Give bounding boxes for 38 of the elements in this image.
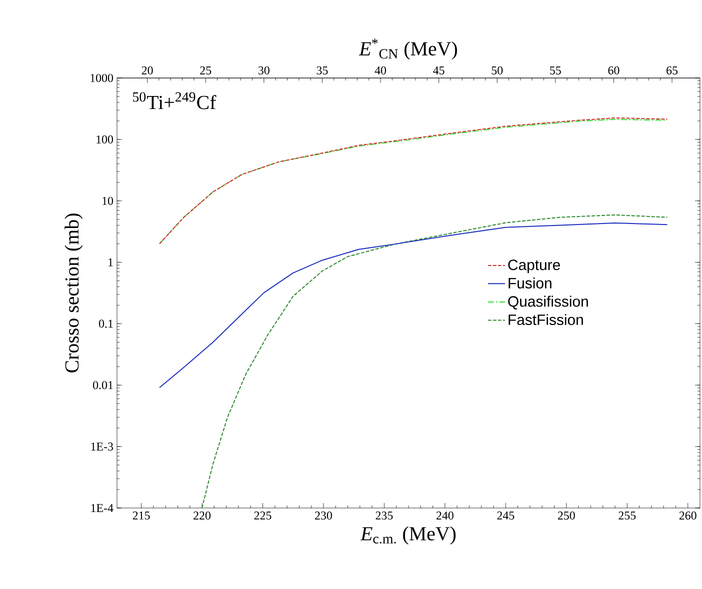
legend-label: Quasifission [508,296,588,310]
x2-tick-label: 20 [142,66,153,74]
x-axis-title: E$_{c.m.}$ (MeV) [360,526,456,544]
x-tick-label: 225 [254,512,272,520]
y-tick-label: 1 [108,258,113,266]
x2-tick-label: 65 [666,66,678,74]
line-series [159,222,668,388]
legend-label: FastFission [508,314,583,326]
line-series [202,214,668,508]
y-tick-label: 0.01 [93,381,113,390]
y-tick-label: 10 [102,196,114,205]
y-axis-title: Crosso section (mb) [64,214,83,372]
x2-tick-label: 45 [433,66,444,74]
x-tick-label: 235 [376,512,393,520]
x-tick-label: 260 [679,512,696,520]
x-tick-label: 220 [194,512,211,520]
x2-tick-label: 50 [492,66,503,74]
y-tick-label: 1000 [90,74,114,82]
legend-label: Fusion [508,277,552,288]
y-tick-label: 0.1 [98,320,113,328]
y-tick-label: 100 [96,135,114,144]
x-tick-label: 240 [436,512,454,520]
legend-label: Capture [508,260,560,274]
annotation: $^{50}$Ti+$^{249}$Cf [132,92,216,110]
x2-tick-label: 60 [608,66,620,74]
x-tick-label: 230 [315,512,332,520]
y-tick-label: 1E-4 [91,504,114,512]
y-tick-label: 1E-3 [91,442,114,451]
x2-tick-label: 40 [374,66,386,74]
x-tick-label: 255 [618,512,636,520]
x-tick-label: 250 [558,512,575,520]
x2-tick-label: 25 [200,66,212,74]
x2-tick-label: 30 [258,66,270,74]
x2-axis-title: E$^{*}$$_{CN}$ (MeV) [358,38,457,60]
x2-tick-label: 55 [550,66,561,74]
x-tick-label: 215 [132,512,150,520]
x-tick-label: 245 [497,512,514,520]
x2-tick-label: 35 [316,66,328,74]
